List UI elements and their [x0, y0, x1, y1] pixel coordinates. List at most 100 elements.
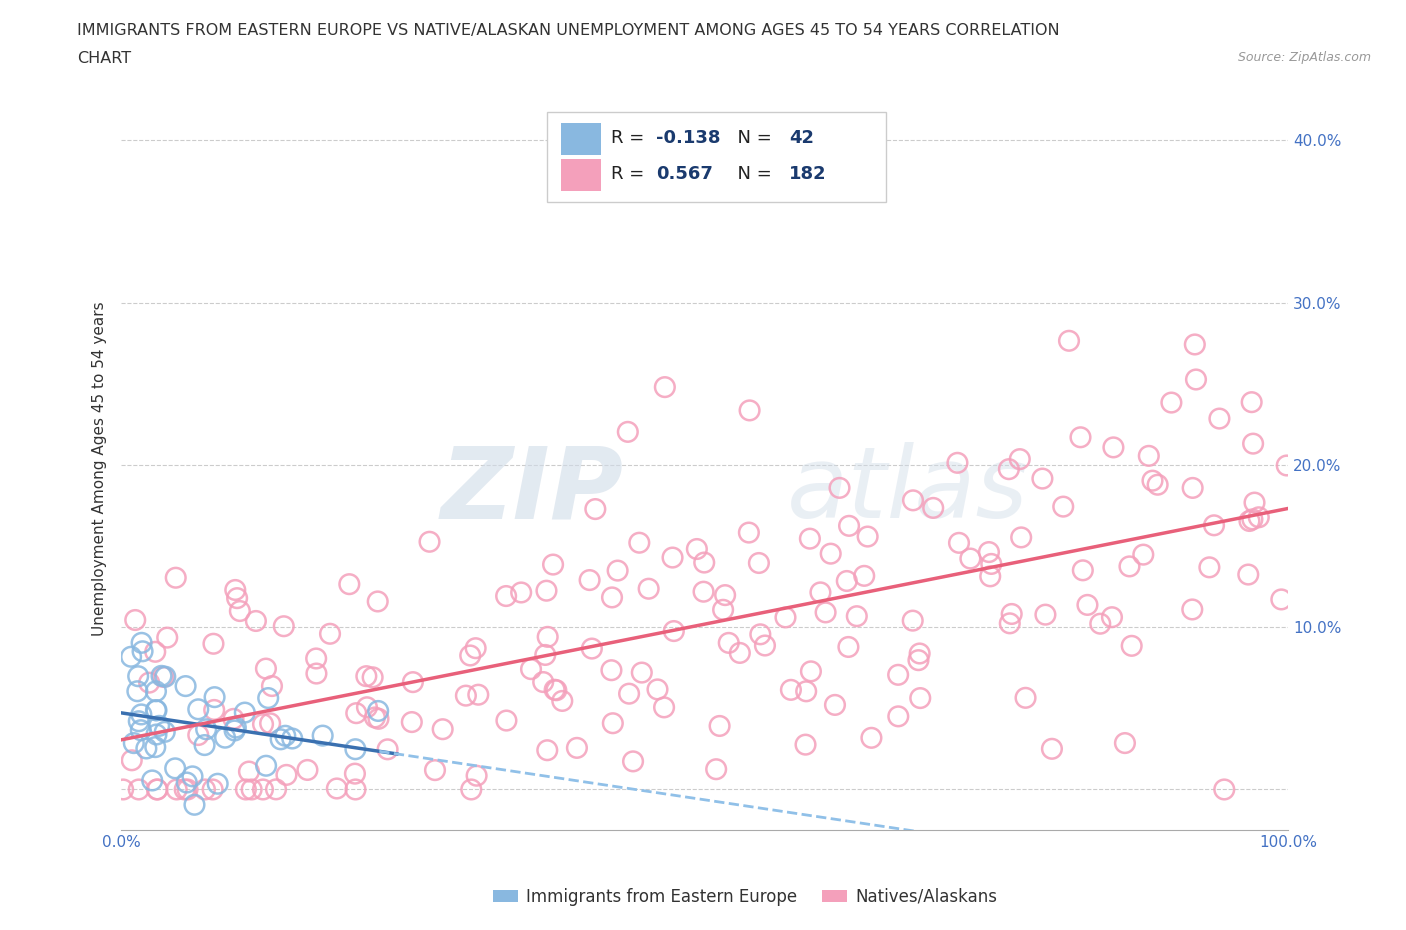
Point	[738, 525, 761, 540]
Point	[860, 730, 883, 745]
Point	[600, 663, 623, 678]
Point	[464, 641, 486, 656]
Point	[814, 604, 837, 619]
Point	[602, 716, 624, 731]
Point	[156, 631, 179, 645]
Point	[270, 732, 292, 747]
Point	[254, 661, 277, 676]
Point	[1243, 495, 1265, 510]
Point	[173, 782, 195, 797]
Point	[202, 636, 225, 651]
Point	[260, 679, 283, 694]
Point	[717, 635, 740, 650]
Point	[367, 594, 389, 609]
Point	[181, 769, 204, 784]
Text: Source: ZipAtlas.com: Source: ZipAtlas.com	[1237, 51, 1371, 64]
Text: -0.138: -0.138	[655, 129, 720, 147]
Point	[127, 684, 149, 698]
Point	[775, 610, 797, 625]
Point	[361, 670, 384, 684]
Point	[910, 691, 932, 706]
Point	[145, 684, 167, 698]
Point	[534, 647, 557, 662]
Point	[120, 649, 142, 664]
Point	[344, 782, 367, 797]
Point	[1137, 448, 1160, 463]
Point	[901, 613, 924, 628]
Text: CHART: CHART	[77, 51, 131, 66]
Point	[367, 711, 389, 726]
Point	[305, 651, 328, 666]
Point	[606, 564, 628, 578]
Point	[458, 648, 481, 663]
Point	[1114, 736, 1136, 751]
Point	[794, 737, 817, 752]
Point	[630, 665, 652, 680]
Point	[131, 707, 153, 722]
Point	[810, 585, 832, 600]
Point	[222, 711, 245, 726]
Point	[531, 674, 554, 689]
Point	[274, 728, 297, 743]
Point	[145, 703, 167, 718]
Point	[201, 782, 224, 797]
Point	[1146, 477, 1168, 492]
Point	[1241, 436, 1264, 451]
Point	[128, 782, 150, 797]
Y-axis label: Unemployment Among Ages 45 to 54 years: Unemployment Among Ages 45 to 54 years	[93, 301, 107, 636]
Point	[617, 424, 640, 439]
Point	[551, 694, 574, 709]
Point	[364, 710, 387, 724]
Point	[901, 493, 924, 508]
Point	[1132, 547, 1154, 562]
Point	[652, 700, 675, 715]
Point	[1090, 617, 1112, 631]
Point	[235, 782, 257, 797]
Point	[202, 702, 225, 717]
Point	[194, 782, 217, 797]
Point	[252, 717, 274, 732]
Point	[828, 481, 851, 496]
Point	[264, 782, 287, 797]
Point	[537, 630, 560, 644]
Point	[187, 702, 209, 717]
Point	[240, 782, 263, 797]
Point	[1239, 513, 1261, 528]
Point	[1040, 741, 1063, 756]
Point	[1198, 560, 1220, 575]
Point	[343, 766, 366, 781]
Point	[143, 644, 166, 659]
Point	[121, 753, 143, 768]
Point	[794, 684, 817, 698]
Point	[748, 555, 770, 570]
Point	[1031, 472, 1053, 486]
Point	[165, 570, 187, 585]
Point	[1014, 690, 1036, 705]
Point	[738, 403, 761, 418]
Point	[423, 763, 446, 777]
Point	[908, 646, 931, 661]
Point	[138, 675, 160, 690]
Text: R =: R =	[612, 166, 651, 183]
Point	[714, 588, 737, 603]
Point	[187, 727, 209, 742]
Point	[326, 781, 349, 796]
Point	[520, 661, 543, 676]
Point	[145, 703, 167, 718]
Point	[1102, 440, 1125, 455]
Point	[754, 638, 776, 653]
Point	[1001, 606, 1024, 621]
Point	[402, 674, 425, 689]
Point	[980, 556, 1002, 571]
Point	[356, 699, 378, 714]
Point	[356, 669, 378, 684]
Point	[465, 768, 488, 783]
Point	[150, 669, 173, 684]
Point	[1185, 372, 1208, 387]
Text: N =: N =	[725, 166, 778, 183]
Point	[1247, 510, 1270, 525]
Point	[800, 664, 823, 679]
Point	[637, 581, 659, 596]
Point	[1184, 337, 1206, 352]
Point	[367, 703, 389, 718]
